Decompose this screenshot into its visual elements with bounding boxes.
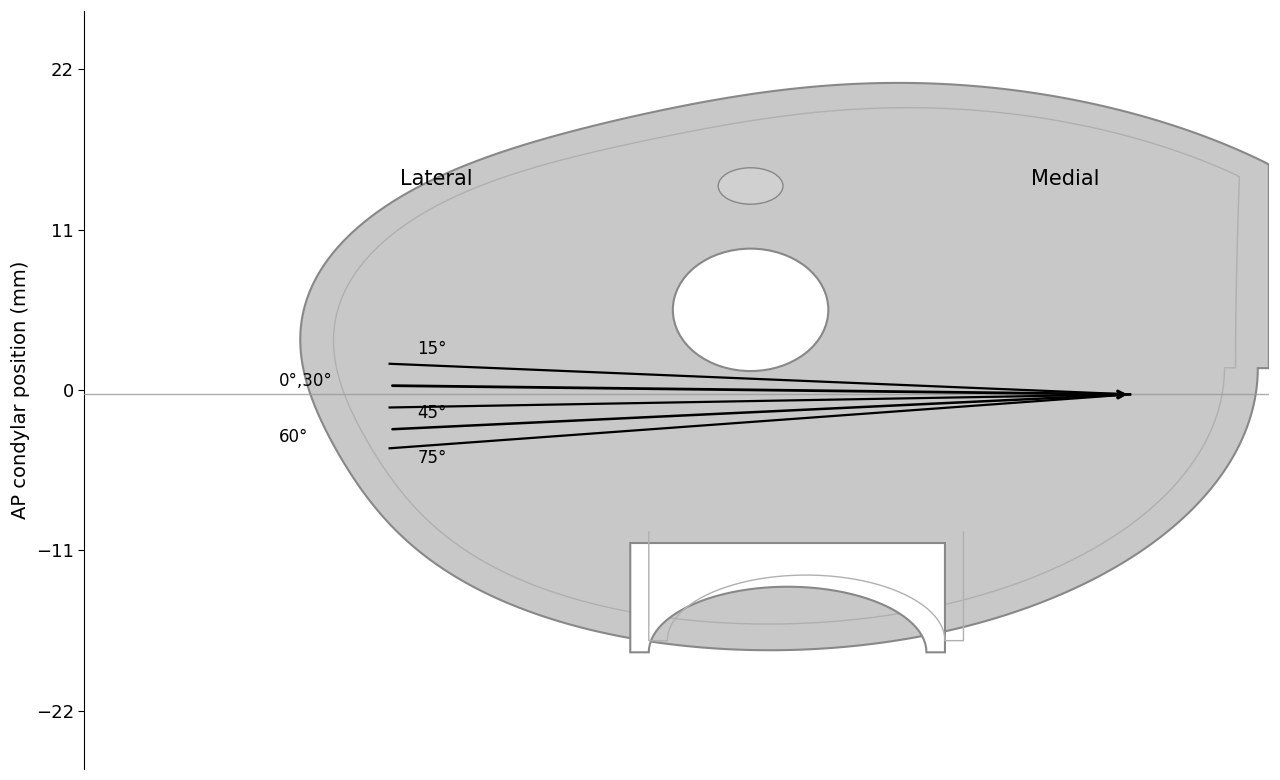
Text: 60°: 60° [279,427,308,445]
Text: Medial: Medial [1030,168,1100,189]
Polygon shape [301,83,1268,651]
Text: 0°,30°: 0°,30° [279,372,333,390]
Text: 75°: 75° [417,449,447,467]
Circle shape [673,249,828,371]
Text: 45°: 45° [417,404,447,422]
Ellipse shape [718,168,783,204]
Polygon shape [630,543,945,652]
Text: Lateral: Lateral [399,168,472,189]
Y-axis label: AP condylar position (mm): AP condylar position (mm) [12,261,31,519]
Text: 15°: 15° [417,340,447,358]
